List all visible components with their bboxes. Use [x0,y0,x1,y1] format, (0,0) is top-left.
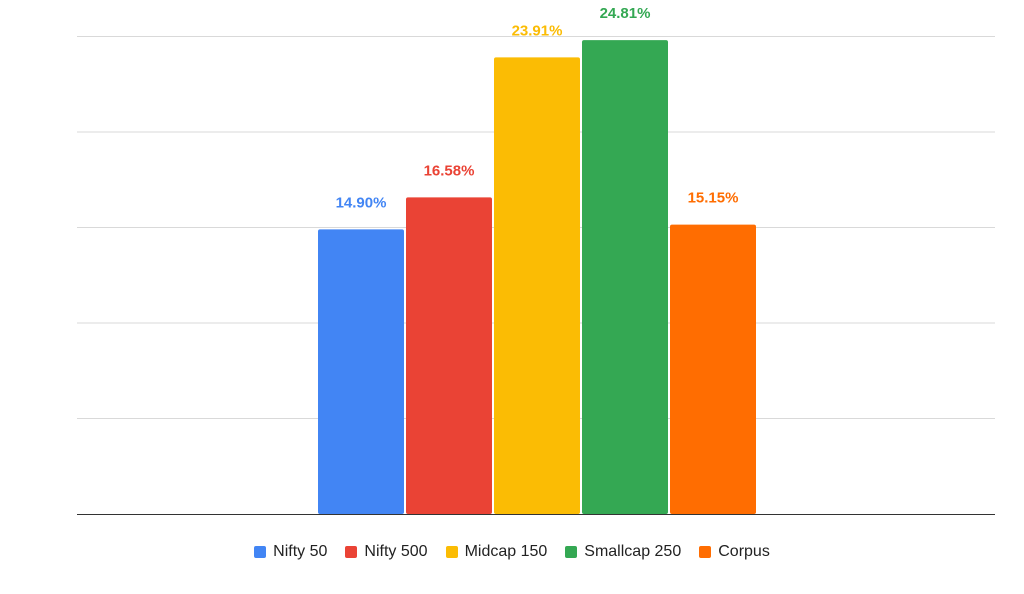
legend-swatch [699,546,712,558]
legend-label: Midcap 150 [464,543,548,560]
data-label: 16.58% [424,162,475,179]
bar [318,229,404,514]
legend-item-midcap-150: Midcap 150 [445,543,548,561]
legend-label: Nifty 500 [364,543,428,560]
legend-swatch [445,546,458,558]
legend-item-corpus: Corpus [699,543,770,561]
legend-item-nifty-50: Nifty 50 [254,543,327,561]
legend-swatch [345,546,358,558]
legend-label: Smallcap 250 [584,543,682,560]
legend-label: Corpus [718,543,770,560]
data-label: 15.15% [688,190,739,207]
chart-legend: Nifty 50 Nifty 500 Midcap 150 Smallcap 2… [0,540,1024,564]
bar [494,57,580,514]
legend-label: Nifty 50 [273,543,328,560]
legend-item-nifty-500: Nifty 500 [345,543,428,561]
data-label: 23.91% [512,22,563,39]
bar [670,224,756,514]
legend-swatch [254,546,267,558]
legend-swatch [565,546,578,558]
legend-item-smallcap-250: Smallcap 250 [565,543,681,561]
bar [406,197,492,514]
data-label: 24.81% [600,5,651,22]
data-label: 14.90% [336,194,387,211]
bar [582,40,668,515]
